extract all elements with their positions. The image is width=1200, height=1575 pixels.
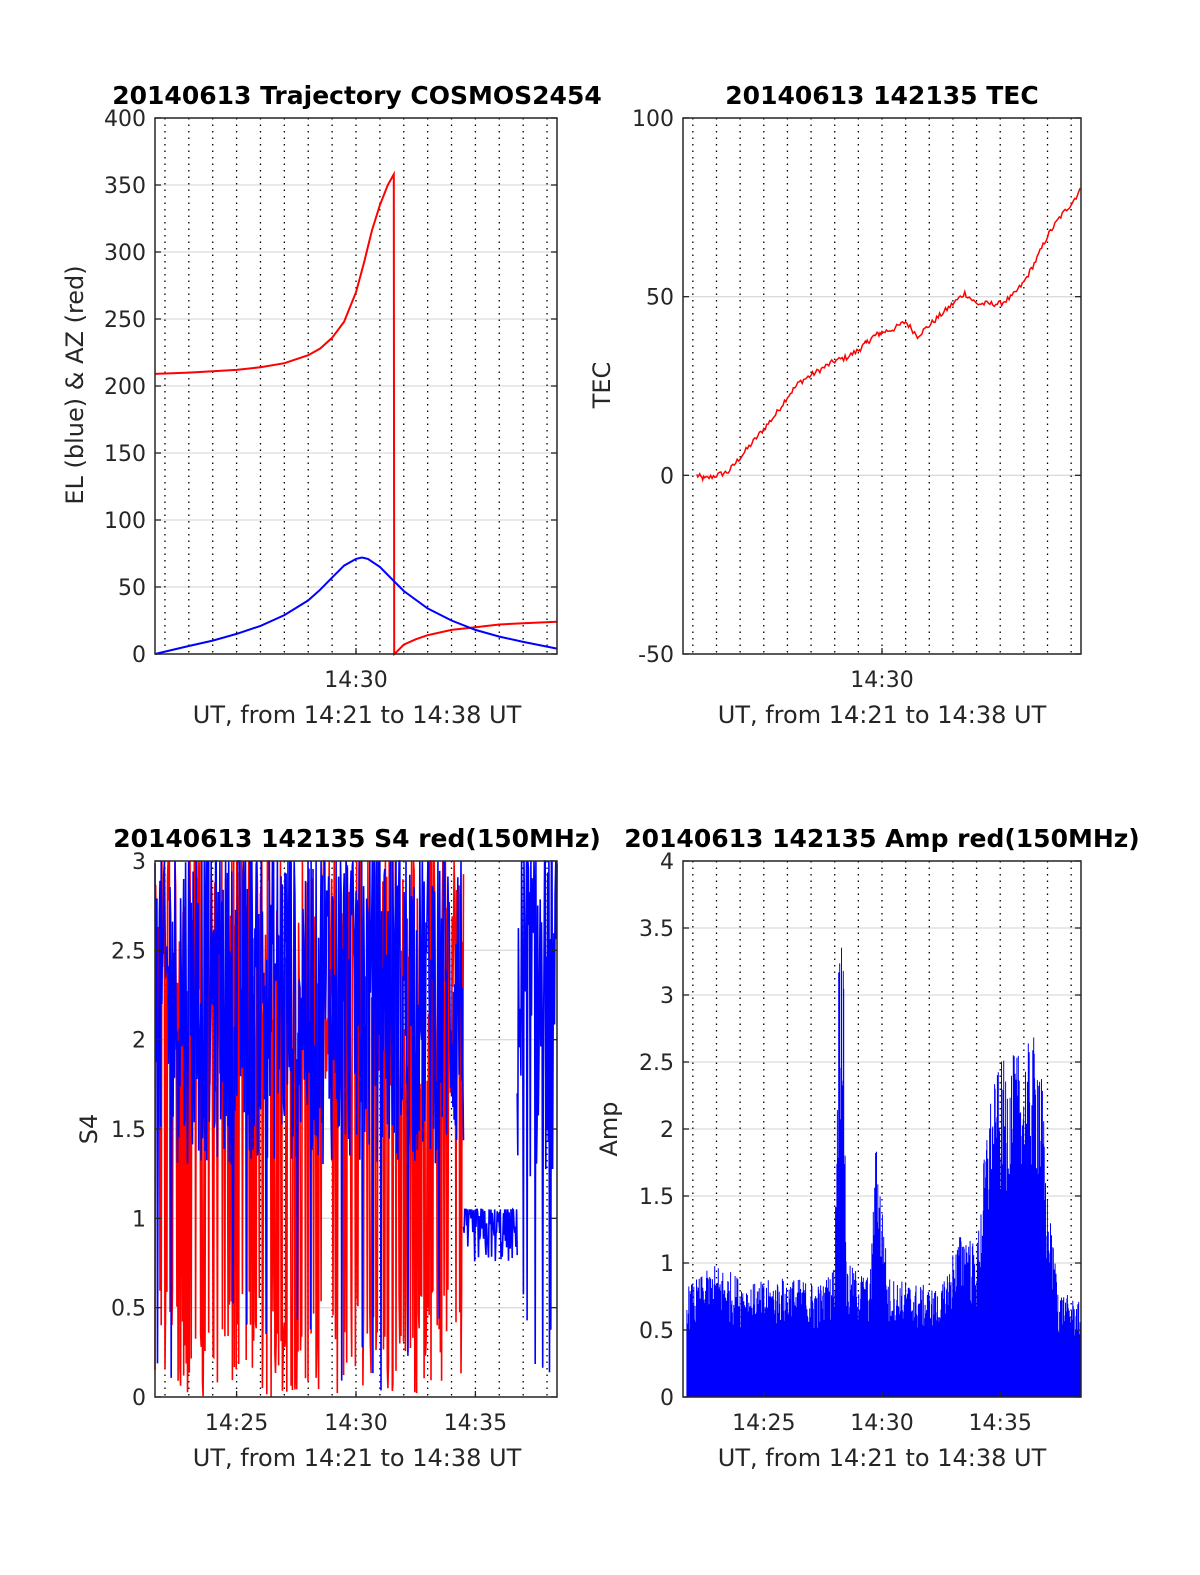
amp-series-bars bbox=[686, 947, 1082, 1397]
y-tick-label: 3.5 bbox=[639, 917, 674, 942]
y-tick-label: -50 bbox=[638, 643, 674, 668]
y-tick-label: 2.5 bbox=[111, 939, 146, 964]
s4-blue-series-line bbox=[516, 860, 558, 1373]
y-tick-label: 350 bbox=[104, 174, 146, 199]
az-series-line bbox=[154, 170, 558, 657]
x-tick-label: 14:25 bbox=[205, 1411, 268, 1436]
chart-title: 20140613 142135 S4 red(150MHz) bbox=[113, 824, 601, 853]
y-tick-label: 150 bbox=[104, 442, 146, 467]
s4-blue-series-line bbox=[462, 1207, 518, 1262]
y-tick-label: 0 bbox=[132, 1386, 146, 1411]
x-tick-label: 14:35 bbox=[444, 1411, 507, 1436]
y-tick-label: 300 bbox=[104, 241, 146, 266]
y-tick-label: 3 bbox=[132, 850, 146, 875]
x-tick-label: 14:30 bbox=[850, 1411, 913, 1436]
y-tick-label: 1.5 bbox=[111, 1118, 146, 1143]
y-tick-label: 100 bbox=[104, 509, 146, 534]
y-tick-label: 3 bbox=[660, 984, 674, 1009]
y-tick-label: 0 bbox=[660, 464, 674, 489]
amp-chart: 20140613 142135 Amp red(150MHz) UT, from… bbox=[595, 824, 1140, 1472]
plot-data bbox=[696, 187, 1082, 483]
y-tick-label: 1 bbox=[660, 1252, 674, 1277]
y-tick-label: 400 bbox=[104, 107, 146, 132]
chart-title: 20140613 142135 Amp red(150MHz) bbox=[624, 824, 1140, 853]
tec-series-line bbox=[696, 187, 1082, 483]
y-tick-label: 250 bbox=[104, 308, 146, 333]
y-tick-label: 2.5 bbox=[639, 1051, 674, 1076]
y-tick-label: 0.5 bbox=[111, 1297, 146, 1322]
y-tick-label: 100 bbox=[632, 107, 674, 132]
plot-data bbox=[154, 860, 558, 1397]
y-axis-label: EL (blue) & AZ (red) bbox=[61, 265, 89, 504]
plot-data bbox=[154, 170, 558, 657]
y-axis-label: TEC bbox=[588, 362, 616, 410]
grid bbox=[155, 117, 557, 655]
s4-blue-series-line bbox=[154, 860, 465, 1391]
y-tick-label: 1 bbox=[132, 1207, 146, 1232]
x-axis-label: UT, from 14:21 to 14:38 UT bbox=[718, 1444, 1047, 1472]
y-tick-label: 50 bbox=[118, 576, 146, 601]
y-tick-label: 50 bbox=[646, 286, 674, 311]
y-tick-label: 0 bbox=[132, 643, 146, 668]
x-axis-label: UT, from 14:21 to 14:38 UT bbox=[718, 701, 1047, 729]
el-series-line bbox=[154, 556, 558, 655]
x-tick-label: 14:30 bbox=[324, 1411, 387, 1436]
y-tick-label: 200 bbox=[104, 375, 146, 400]
x-tick-label: 14:30 bbox=[850, 668, 913, 693]
y-tick-label: 2 bbox=[132, 1029, 146, 1054]
chart-title: 20140613 Trajectory COSMOS2454 bbox=[112, 81, 602, 110]
y-axis-label: Amp bbox=[595, 1101, 623, 1156]
x-axis-label: UT, from 14:21 to 14:38 UT bbox=[193, 701, 522, 729]
x-tick-label: 14:35 bbox=[969, 1411, 1032, 1436]
y-axis-label: S4 bbox=[75, 1114, 103, 1145]
y-tick-label: 2 bbox=[660, 1118, 674, 1143]
grid bbox=[683, 117, 1081, 655]
s4-chart: 20140613 142135 S4 red(150MHz) UT, from … bbox=[75, 824, 601, 1472]
y-tick-label: 0.5 bbox=[639, 1319, 674, 1344]
x-axis-label: UT, from 14:21 to 14:38 UT bbox=[193, 1444, 522, 1472]
plot-data bbox=[686, 947, 1082, 1397]
chart-title: 20140613 142135 TEC bbox=[725, 81, 1038, 110]
y-tick-label: 4 bbox=[660, 850, 674, 875]
x-tick-label: 14:30 bbox=[324, 668, 387, 693]
x-tick-label: 14:25 bbox=[732, 1411, 795, 1436]
y-tick-label: 1.5 bbox=[639, 1185, 674, 1210]
tec-chart: 20140613 142135 TEC UT, from 14:21 to 14… bbox=[588, 81, 1082, 729]
y-tick-label: 0 bbox=[660, 1386, 674, 1411]
trajectory-chart: 20140613 Trajectory COSMOS2454 UT, from … bbox=[61, 81, 602, 729]
